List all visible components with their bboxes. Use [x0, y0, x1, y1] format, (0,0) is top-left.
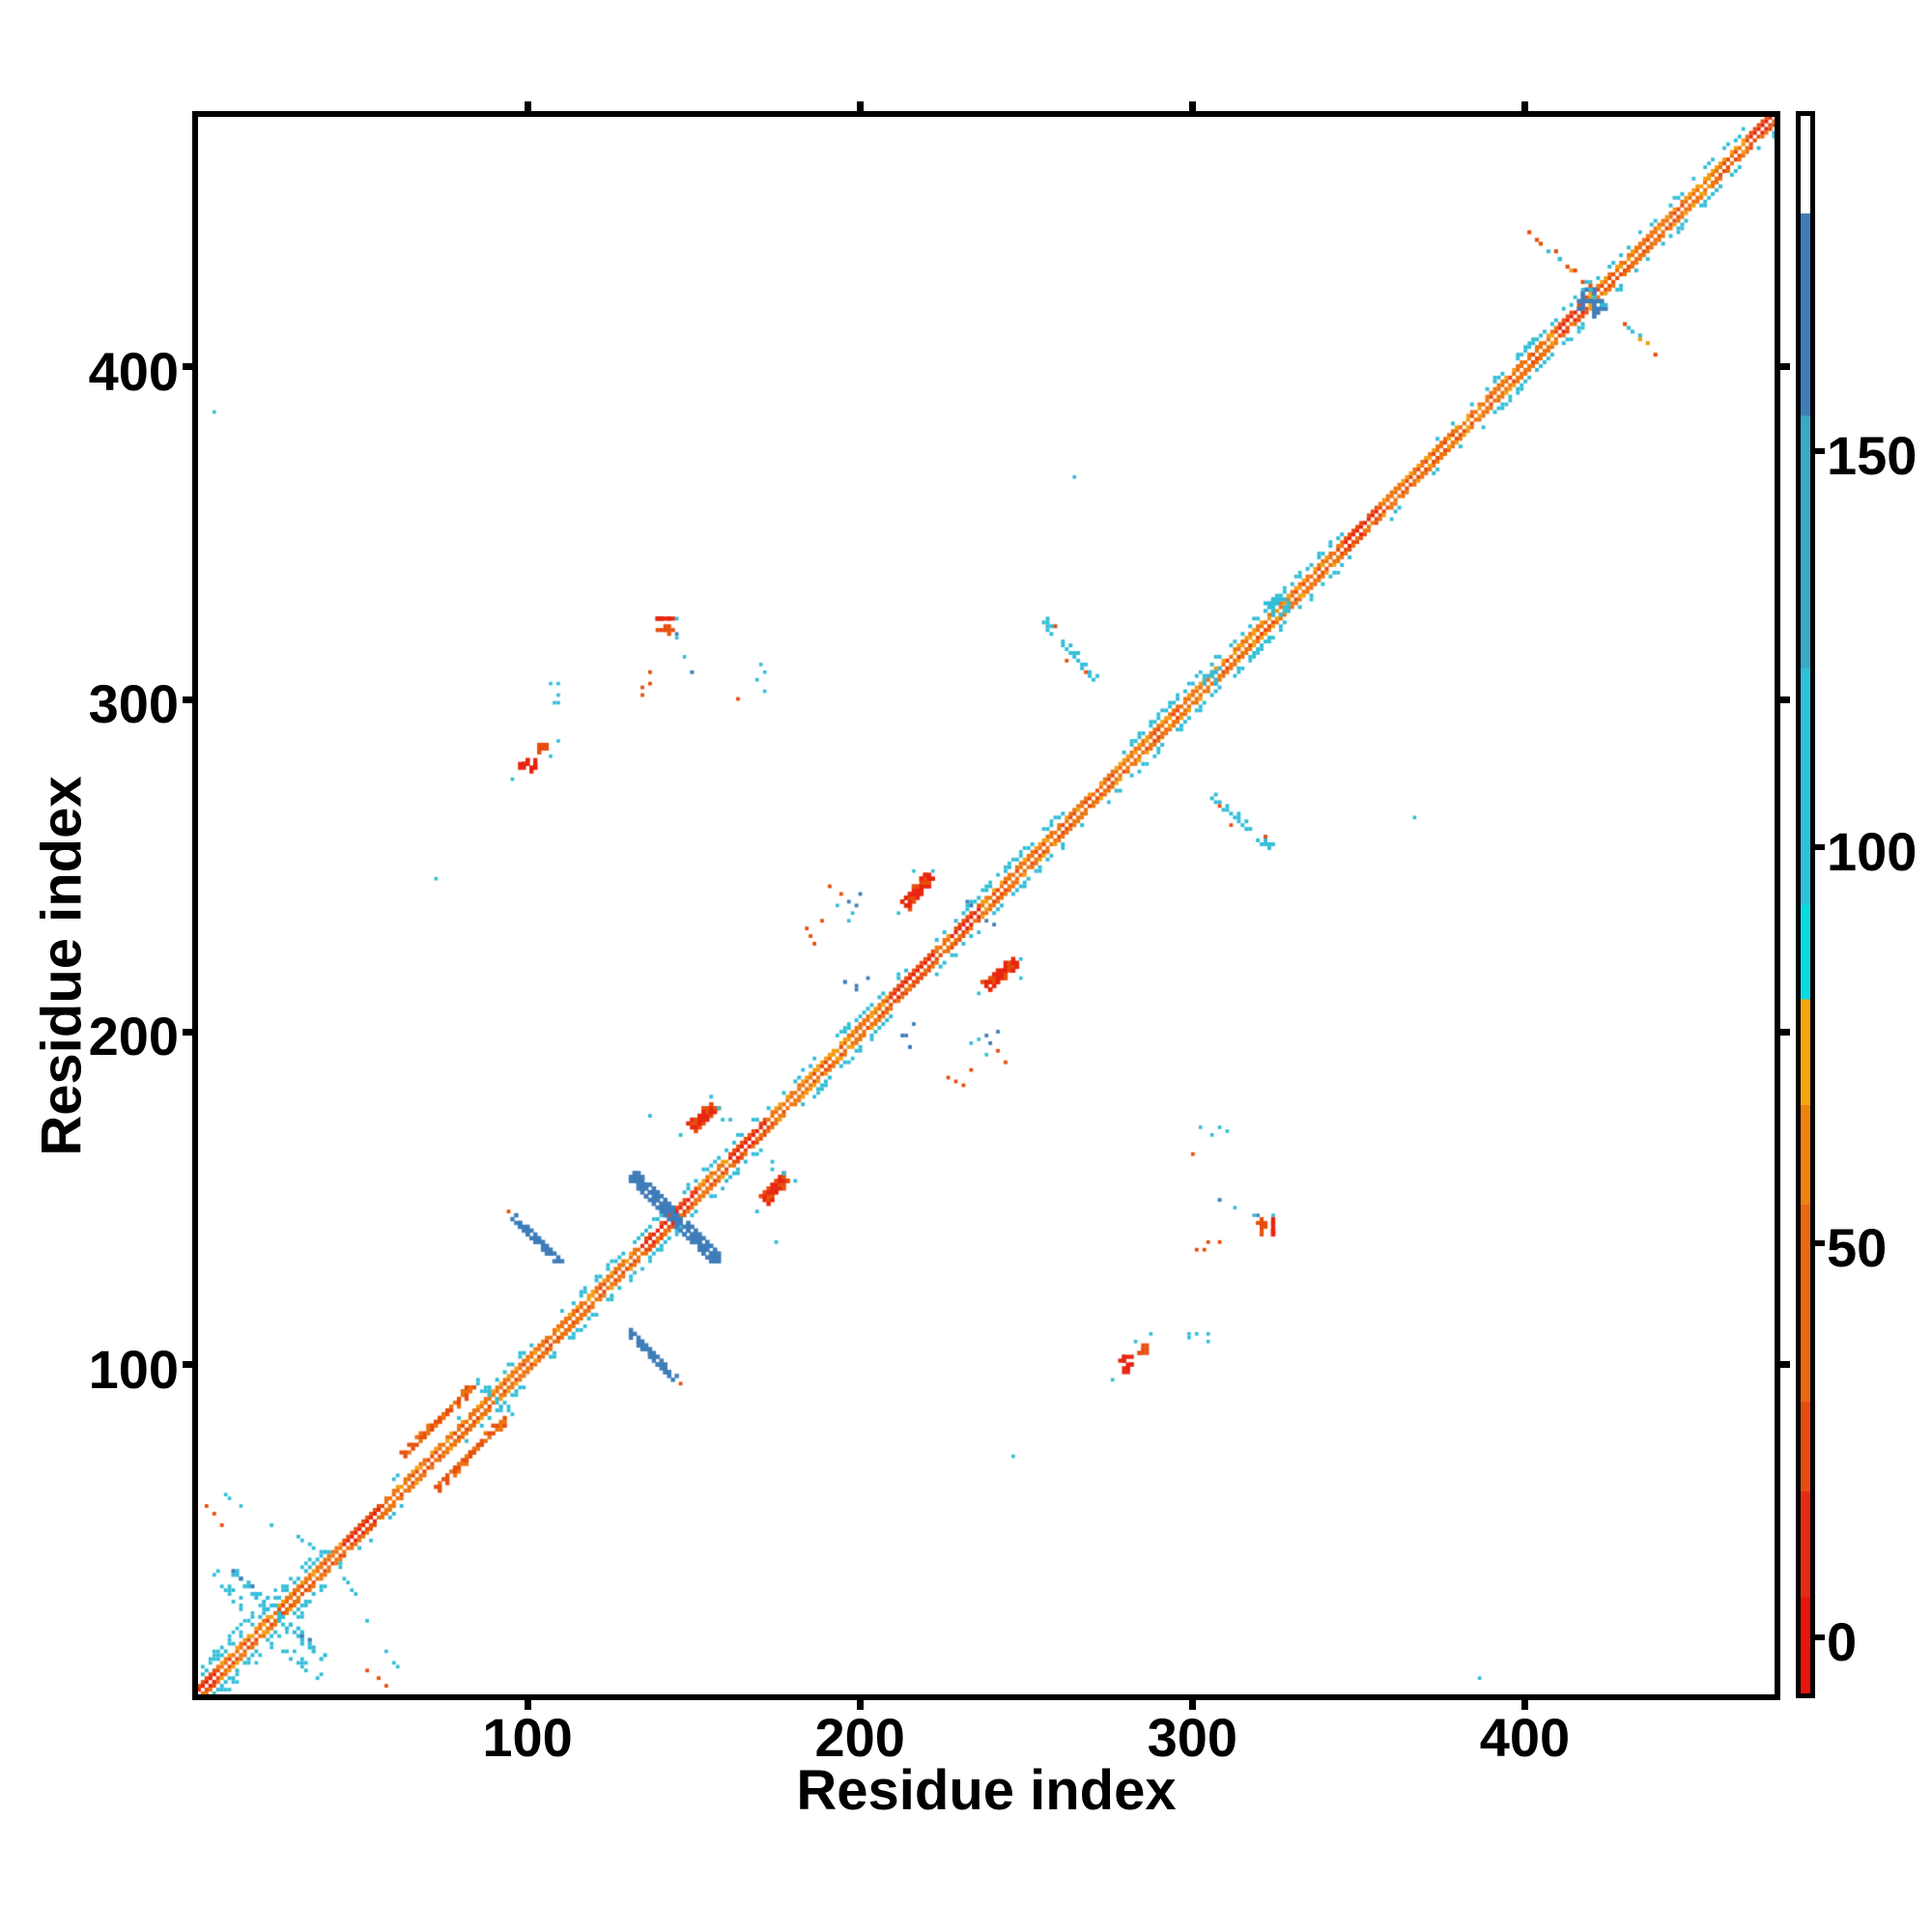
- x-tick-bottom: [1520, 1697, 1528, 1710]
- x-tick-top: [1520, 101, 1528, 114]
- x-tick-label: 300: [1147, 1707, 1238, 1768]
- y-tick-left: [183, 1361, 195, 1369]
- y-tick-right: [1777, 1361, 1790, 1369]
- colorbar-tick-label: 150: [1827, 425, 1918, 487]
- x-tick-bottom: [524, 1697, 531, 1710]
- colorbar-tick: [1815, 1240, 1825, 1247]
- x-tick-bottom: [856, 1697, 864, 1710]
- colorbar-tick-label: 100: [1827, 820, 1918, 882]
- contact-map-canvas: [195, 114, 1777, 1697]
- x-tick-label: 400: [1479, 1707, 1571, 1768]
- x-tick-label: 100: [482, 1707, 573, 1768]
- y-tick-label: 400: [88, 340, 179, 402]
- colorbar-tick: [1815, 1634, 1825, 1641]
- y-tick-right: [1777, 696, 1790, 703]
- y-tick-label: 200: [88, 1006, 179, 1067]
- y-axis-label: Residue index: [30, 776, 94, 1156]
- y-tick-right: [1777, 1028, 1790, 1036]
- colorbar-tick: [1815, 843, 1825, 850]
- y-tick-left: [183, 1028, 195, 1036]
- y-tick-label: 100: [88, 1338, 179, 1400]
- y-tick-left: [183, 696, 195, 703]
- x-tick-bottom: [1188, 1697, 1196, 1710]
- y-tick-label: 300: [88, 673, 179, 735]
- x-tick-top: [1188, 101, 1196, 114]
- x-tick-top: [856, 101, 864, 114]
- x-tick-label: 200: [814, 1707, 905, 1768]
- colorbar-tick-label: 0: [1827, 1611, 1858, 1673]
- y-tick-right: [1777, 363, 1790, 371]
- y-tick-left: [183, 363, 195, 371]
- x-axis-label: Residue index: [796, 1759, 1177, 1822]
- colorbar-tick: [1815, 448, 1825, 455]
- colorbar: [1796, 111, 1815, 1698]
- colorbar-tick-label: 50: [1827, 1217, 1888, 1279]
- x-tick-top: [524, 101, 531, 114]
